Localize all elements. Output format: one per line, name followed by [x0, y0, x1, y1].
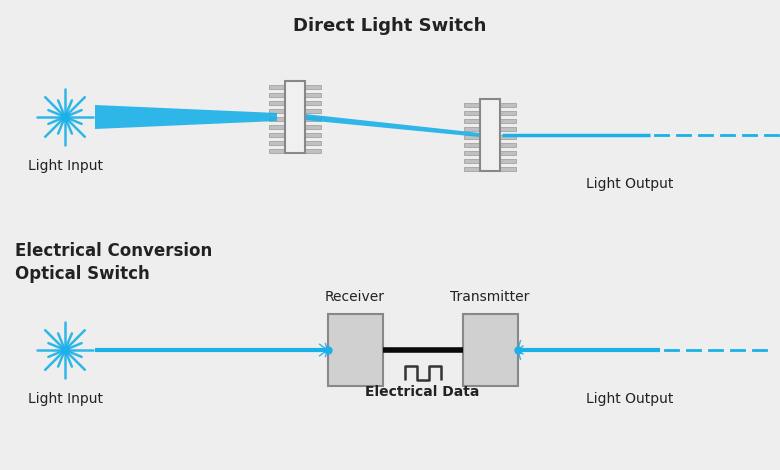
Bar: [305, 133, 321, 137]
Bar: [464, 143, 480, 147]
Bar: [305, 93, 321, 97]
Polygon shape: [95, 105, 277, 129]
Bar: [305, 117, 321, 121]
Bar: [269, 149, 285, 153]
Bar: [305, 109, 321, 113]
Bar: [464, 119, 480, 123]
Bar: [285, 81, 305, 153]
Bar: [480, 99, 500, 171]
Bar: [269, 85, 285, 89]
Bar: [464, 103, 480, 107]
Bar: [500, 143, 516, 147]
Bar: [500, 119, 516, 123]
Text: Receiver: Receiver: [325, 290, 385, 304]
Bar: [500, 135, 516, 139]
Bar: [269, 117, 285, 121]
Bar: [464, 135, 480, 139]
Bar: [269, 101, 285, 105]
Bar: [500, 103, 516, 107]
Bar: [463, 314, 517, 386]
Bar: [269, 109, 285, 113]
Text: Direct Light Switch: Direct Light Switch: [293, 17, 487, 35]
Bar: [305, 101, 321, 105]
Bar: [500, 127, 516, 131]
Text: Light Output: Light Output: [587, 177, 674, 191]
Bar: [464, 111, 480, 115]
Bar: [500, 151, 516, 155]
Text: Optical Switch: Optical Switch: [15, 265, 150, 283]
Bar: [464, 167, 480, 171]
Polygon shape: [305, 114, 480, 137]
Bar: [305, 141, 321, 145]
Text: Transmitter: Transmitter: [450, 290, 530, 304]
Bar: [328, 314, 382, 386]
Bar: [500, 167, 516, 171]
Text: Light Input: Light Input: [27, 392, 102, 406]
Text: Electrical Conversion: Electrical Conversion: [15, 242, 212, 260]
Bar: [305, 85, 321, 89]
Bar: [464, 127, 480, 131]
Bar: [269, 125, 285, 129]
Bar: [269, 93, 285, 97]
Bar: [305, 149, 321, 153]
Text: Electrical Data: Electrical Data: [365, 385, 480, 399]
Bar: [500, 159, 516, 163]
Bar: [464, 151, 480, 155]
Bar: [464, 159, 480, 163]
Bar: [500, 111, 516, 115]
Bar: [269, 141, 285, 145]
Text: Light Output: Light Output: [587, 392, 674, 406]
Bar: [269, 133, 285, 137]
Bar: [305, 125, 321, 129]
Text: Light Input: Light Input: [27, 159, 102, 173]
